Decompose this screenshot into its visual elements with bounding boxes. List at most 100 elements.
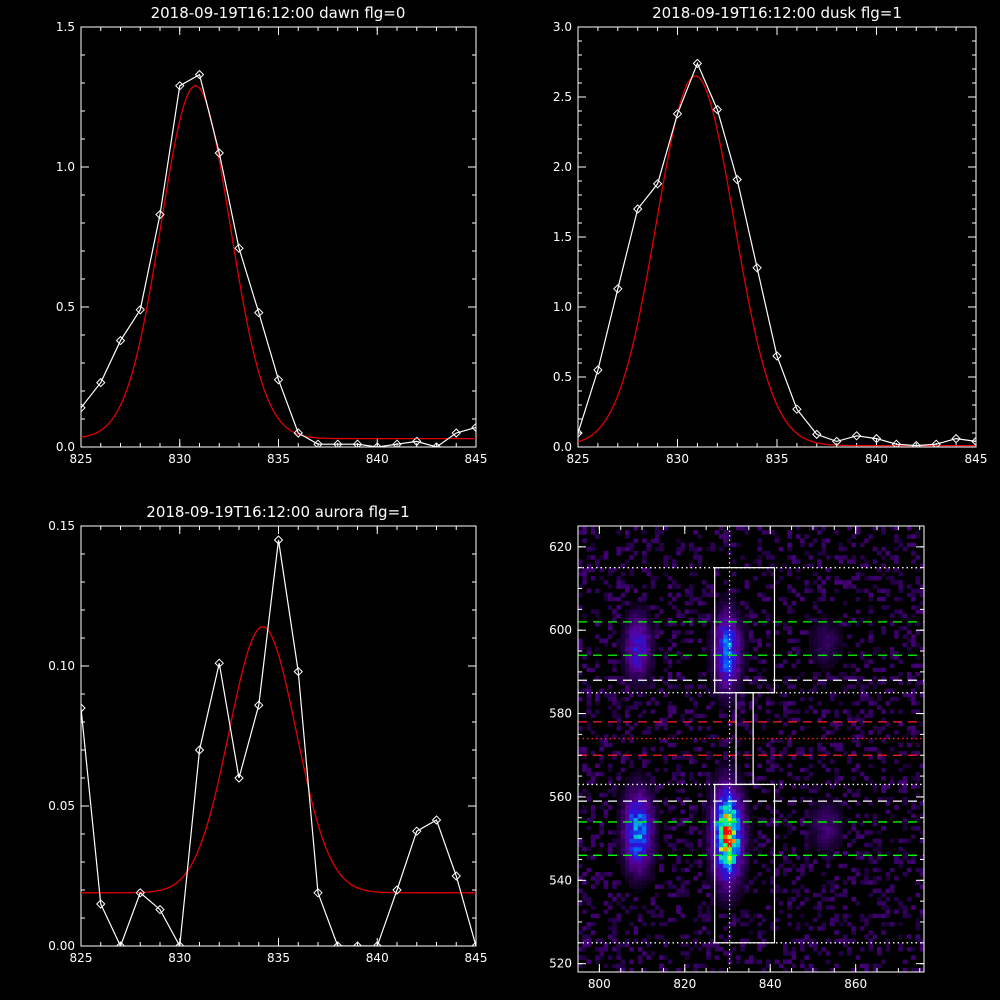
heatmap-pixel: [710, 621, 715, 627]
heatmap-pixel: [740, 638, 745, 644]
heatmap-pixel: [684, 588, 690, 593]
heatmap-pixel: [680, 676, 686, 681]
heatmap-pixel: [633, 663, 639, 669]
heatmap-pixel: [578, 946, 583, 952]
heatmap-pixel: [701, 830, 707, 835]
heatmap-pixel: [706, 851, 711, 856]
heatmap-pixel: [804, 613, 809, 618]
heatmap-pixel: [642, 642, 647, 648]
heatmap-pixel: [727, 842, 733, 848]
heatmap-pixel: [637, 596, 643, 602]
heatmap-pixel: [885, 871, 891, 877]
heatmap-pixel: [586, 563, 592, 568]
heatmap-pixel: [889, 884, 895, 889]
heatmap-pixel: [663, 755, 668, 760]
heatmap-pixel: [637, 684, 643, 689]
data-point-diamond: [333, 941, 343, 946]
heatmap-pixel: [671, 621, 677, 627]
heatmap-pixel: [774, 713, 780, 719]
heatmap-pixel: [646, 667, 651, 673]
heatmap-pixel: [612, 896, 617, 902]
heatmap-pixel: [787, 684, 792, 689]
heatmap-pixel: [765, 567, 771, 573]
heatmap-pixel: [710, 659, 715, 664]
heatmap-pixel: [894, 896, 899, 902]
heatmap-pixel: [620, 755, 626, 760]
heatmap-pixel: [894, 859, 899, 864]
heatmap-pixel: [718, 596, 724, 602]
heatmap-pixel: [821, 651, 827, 656]
heatmap-pixel: [633, 609, 639, 614]
heatmap-pixel: [680, 892, 686, 898]
heatmap-pixel: [757, 559, 762, 564]
heatmap-pixel: [795, 746, 801, 752]
heatmap-pixel: [881, 588, 886, 593]
heatmap-pixel: [855, 609, 861, 614]
heatmap-pixel: [701, 588, 707, 593]
heatmap-pixel: [624, 867, 630, 873]
heatmap-pixel: [629, 646, 634, 652]
heatmap-pixel: [595, 876, 600, 881]
heatmap-pixel: [710, 788, 715, 794]
heatmap-pixel: [842, 801, 848, 806]
heatmap-pixel: [731, 717, 737, 723]
heatmap-pixel: [612, 609, 617, 614]
heatmap-pixel: [637, 817, 643, 823]
heatmap-pixel: [714, 788, 720, 794]
heatmap-pixel: [612, 709, 617, 714]
heatmap-pixel: [740, 655, 745, 660]
heatmap-pixel: [654, 796, 660, 802]
heatmap-pixel: [830, 967, 835, 973]
heatmap-pixel: [906, 534, 912, 539]
heatmap-pixel: [710, 842, 715, 848]
heatmap-pixel: [633, 834, 639, 839]
heatmap-pixel: [718, 884, 724, 889]
heatmap-pixel: [740, 634, 745, 639]
heatmap-pixel: [646, 784, 651, 789]
y-tick-label: 1.0: [56, 160, 75, 174]
heatmap-pixel: [791, 809, 797, 814]
heatmap-pixel: [629, 642, 634, 648]
heatmap-pixel: [736, 771, 741, 777]
heatmap-pixel: [637, 805, 643, 810]
heatmap-pixel: [689, 817, 694, 823]
heatmap-pixel: [620, 759, 626, 764]
heatmap-pixel: [821, 588, 827, 593]
heatmap-pixel: [736, 817, 741, 823]
heatmap-pixel: [834, 813, 839, 819]
heatmap-pixel: [714, 571, 720, 577]
heatmap-pixel: [723, 867, 728, 873]
heatmap-pixel: [812, 821, 818, 827]
heatmap-pixel: [676, 821, 681, 827]
heatmap-pixel: [701, 942, 707, 948]
heatmap-pixel: [821, 826, 827, 831]
heatmap-pixel: [851, 738, 856, 744]
heatmap-pixel: [821, 663, 827, 669]
heatmap-pixel: [654, 805, 660, 810]
heatmap-pixel: [633, 788, 639, 794]
heatmap-pixel: [723, 680, 728, 685]
heatmap-pixel: [616, 680, 622, 685]
heatmap-pixel: [731, 663, 737, 669]
heatmap-pixel: [911, 955, 916, 960]
heatmap-pixel: [684, 842, 690, 848]
heatmap-pixel: [740, 642, 745, 648]
heatmap-pixel: [595, 763, 600, 769]
heatmap-pixel: [808, 963, 814, 969]
y-tick-label: 580: [549, 707, 572, 721]
heatmap-pixel: [710, 826, 715, 831]
data-point-diamond: [692, 58, 703, 69]
heatmap-pixel: [834, 630, 839, 635]
heatmap-pixel: [723, 651, 728, 656]
heatmap-pixel: [633, 767, 639, 773]
heatmap-pixel: [654, 834, 660, 839]
heatmap-pixel: [902, 776, 908, 781]
heatmap-pixel: [851, 867, 856, 873]
heatmap-pixel: [607, 901, 613, 906]
heatmap-pixel: [791, 951, 797, 956]
heatmap-pixel: [650, 626, 656, 631]
heatmap-pixel: [689, 609, 694, 614]
heatmap-pixel: [612, 667, 617, 673]
heatmap-pixel: [872, 867, 878, 873]
heatmap-pixel: [859, 734, 865, 739]
